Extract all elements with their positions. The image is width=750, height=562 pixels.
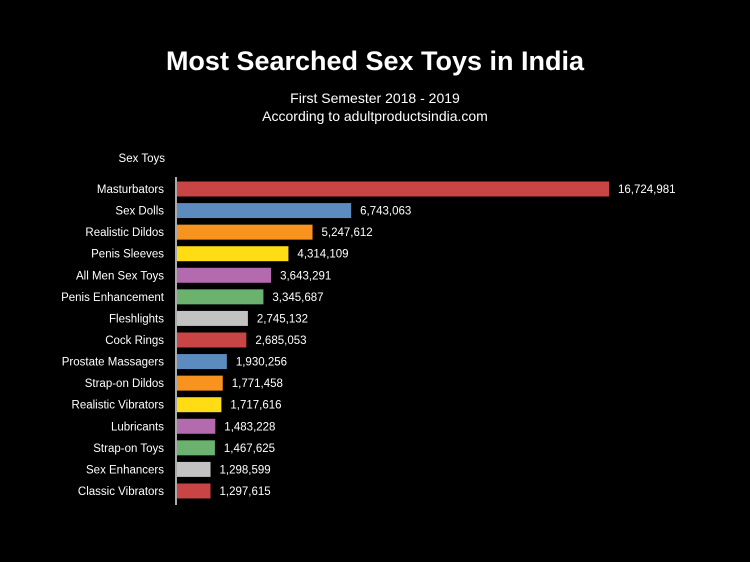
data-label: 1,467,625 [224, 443, 275, 455]
chart-title: Most Searched Sex Toys in India [166, 46, 585, 76]
category-label: Penis Enhancement [61, 292, 165, 304]
bar [177, 483, 211, 499]
category-label: Sex Dolls [115, 206, 164, 218]
category-label: Sex Enhancers [86, 464, 164, 476]
category-label: Classic Vibrators [78, 486, 164, 498]
bar [177, 203, 352, 219]
data-label: 3,345,687 [272, 292, 323, 304]
bar [177, 289, 264, 305]
data-label: 16,724,981 [618, 184, 676, 196]
data-label: 5,247,612 [322, 227, 373, 239]
category-label: Fleshlights [109, 313, 164, 325]
category-label: Lubricants [111, 421, 164, 433]
category-axis-label: Sex Toys [119, 153, 166, 165]
chart-subtitle-1: First Semester 2018 - 2019 [290, 90, 460, 106]
category-label: Strap-on Toys [93, 443, 164, 455]
data-label: 6,743,063 [360, 206, 411, 218]
bar [177, 397, 222, 413]
bar [177, 461, 211, 477]
bar [177, 332, 247, 348]
data-label: 1,717,616 [230, 400, 281, 412]
category-label: Strap-on Dildos [85, 378, 165, 390]
category-label: Cock Rings [105, 335, 164, 347]
category-label: Penis Sleeves [91, 249, 164, 261]
category-label: Prostate Massagers [62, 357, 165, 369]
category-label: Realistic Dildos [85, 227, 164, 239]
bar [177, 181, 609, 197]
data-label: 2,745,132 [257, 313, 308, 325]
bar [177, 375, 223, 391]
category-label: All Men Sex Toys [76, 270, 164, 282]
bar [177, 418, 216, 434]
bar [177, 267, 272, 283]
bar [177, 246, 289, 262]
bar [177, 310, 248, 326]
data-label: 1,297,615 [220, 486, 271, 498]
data-label: 1,298,599 [220, 464, 271, 476]
chart-subtitle-2: According to adultproductsindia.com [262, 108, 488, 124]
data-label: 1,930,256 [236, 357, 287, 369]
data-label: 1,771,458 [232, 378, 283, 390]
bar [177, 224, 313, 240]
data-label: 2,685,053 [255, 335, 306, 347]
data-label: 3,643,291 [280, 270, 331, 282]
bar [177, 440, 215, 456]
category-label: Realistic Vibrators [72, 400, 165, 412]
data-label: 4,314,109 [297, 249, 348, 261]
bar [177, 354, 227, 370]
data-label: 1,483,228 [224, 421, 275, 433]
category-label: Masturbators [97, 184, 164, 196]
